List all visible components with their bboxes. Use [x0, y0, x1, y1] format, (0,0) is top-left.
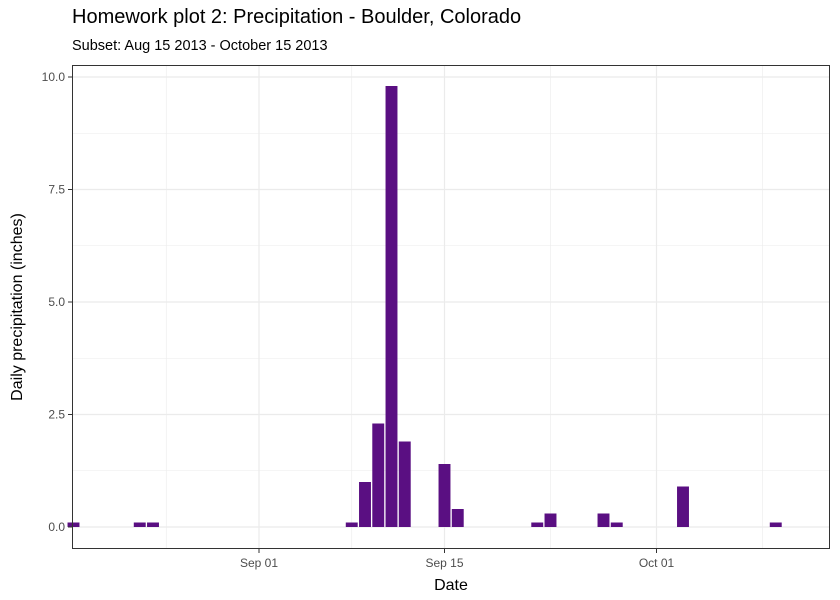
precip-bar	[398, 441, 411, 527]
y-tick-label: 0.0	[48, 520, 65, 534]
y-tick-label: 10.0	[42, 70, 66, 84]
x-axis: Sep 01 Sep 15 Oct 01	[240, 549, 675, 570]
precip-bar	[147, 522, 159, 527]
precip-bar	[385, 86, 398, 527]
precip-bar	[451, 509, 464, 527]
major-gridlines	[72, 65, 830, 549]
precip-bar	[438, 464, 451, 527]
precip-bar	[67, 522, 80, 527]
x-tick-label: Sep 15	[425, 556, 463, 570]
chart-subtitle: Subset: Aug 15 2013 - October 15 2013	[72, 38, 328, 54]
y-tick-label: 2.5	[48, 408, 65, 422]
x-tick-label: Oct 01	[639, 556, 675, 570]
precip-bar	[610, 522, 623, 527]
precip-bar	[531, 522, 544, 527]
y-axis: 0.0 2.5 5.0 7.5 10.0	[42, 70, 72, 534]
precip-bar	[597, 513, 610, 527]
precip-bar	[345, 522, 358, 527]
y-axis-title: Daily precipitation (inches)	[9, 213, 26, 401]
precip-bar	[677, 486, 689, 527]
y-tick-label: 5.0	[48, 295, 65, 309]
precip-bar	[544, 513, 557, 527]
chart-title: Homework plot 2: Precipitation - Boulder…	[72, 6, 522, 28]
precip-bar	[359, 482, 371, 527]
minor-gridlines	[72, 65, 830, 549]
precip-bar	[133, 522, 146, 527]
x-tick-label: Sep 01	[240, 556, 278, 570]
precip-bar	[769, 522, 782, 527]
precip-bar	[372, 423, 385, 527]
y-tick-label: 7.5	[48, 183, 65, 197]
bars	[67, 86, 782, 527]
plot-panel-border	[72, 65, 830, 549]
x-axis-title: Date	[434, 577, 468, 594]
